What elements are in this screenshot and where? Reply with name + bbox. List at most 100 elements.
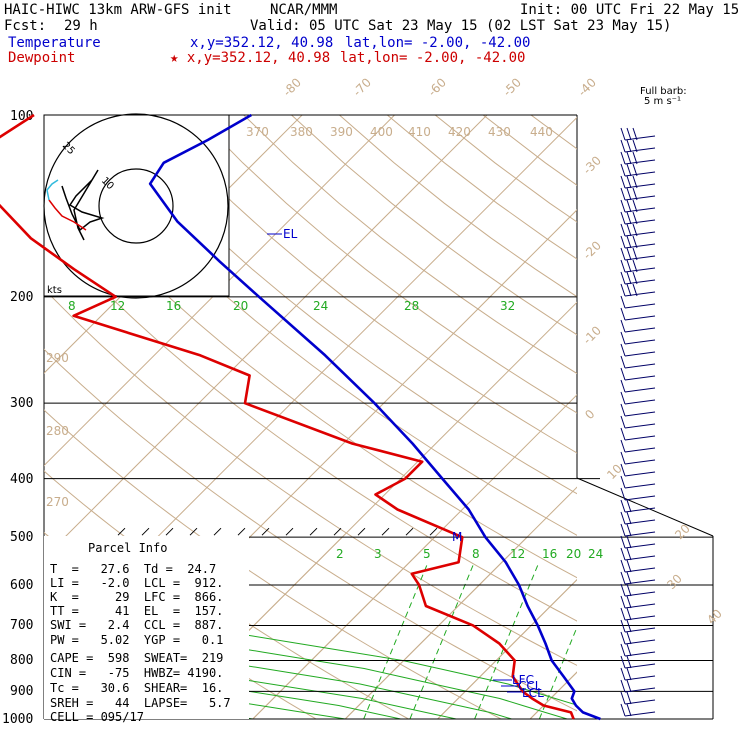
barb-flag xyxy=(620,235,626,249)
wind-barb xyxy=(620,259,656,273)
w-mid-12: 12 xyxy=(510,547,525,561)
barb-flag xyxy=(620,127,626,141)
wind-barb xyxy=(620,511,656,525)
barb-flag xyxy=(626,283,632,297)
isotherm-line xyxy=(252,394,577,719)
theta-370: 370 xyxy=(246,125,269,139)
barb-flag xyxy=(620,163,626,177)
ccl-marker: CCL xyxy=(518,679,542,693)
barb-flag xyxy=(620,499,626,513)
barb-flag xyxy=(626,559,632,573)
dry-adiabat-line xyxy=(44,165,577,579)
temperature-location: x,y=352.12, 40.98 xyxy=(190,35,333,51)
barb-flag xyxy=(620,463,626,477)
barb-flag xyxy=(620,583,626,597)
w-mid-2: 2 xyxy=(336,547,344,561)
parcel-info-box: Parcel Info T = 27.6 Td = 24.7 LI = -2.0… xyxy=(44,536,249,724)
barb-shaft xyxy=(624,291,656,297)
sounding-series xyxy=(0,113,601,721)
wind-barb xyxy=(620,379,656,393)
barb-flag xyxy=(626,139,632,153)
barb-flag xyxy=(620,475,626,489)
wind-barb xyxy=(620,223,656,237)
parcel-row: PW = 5.02 YGP = 0.1 xyxy=(50,633,223,647)
wind-barb xyxy=(620,187,656,201)
barb-shaft xyxy=(624,711,656,717)
p-label-300: 300 xyxy=(10,396,33,411)
barb-shaft xyxy=(624,459,656,465)
isotherm-line-lower xyxy=(344,536,528,719)
barb-shaft xyxy=(624,639,656,645)
barb-shaft xyxy=(624,399,656,405)
dry-adiabat-line xyxy=(51,115,577,536)
iso-label-m50: -50 xyxy=(500,75,524,99)
barb-shaft xyxy=(624,699,656,705)
dewpoint-location: ★ x,y=352.12, 40.98 xyxy=(170,50,330,66)
barb-shaft xyxy=(624,231,656,237)
barb-shaft xyxy=(624,243,656,249)
barb-flag xyxy=(626,619,632,633)
barb-shaft xyxy=(624,423,656,429)
barb-flag xyxy=(620,547,626,561)
w-mid-8: 8 xyxy=(472,547,480,561)
barb-flag xyxy=(632,211,638,225)
barb-flag xyxy=(620,487,626,501)
lfc-marker: LFC xyxy=(512,673,534,687)
barb-shaft xyxy=(624,531,656,537)
mixing-ratio-lower-group xyxy=(363,561,577,719)
valid-time: Valid: 05 UTC Sat 23 May 15 (02 LST Sat … xyxy=(250,18,671,34)
barb-flag xyxy=(620,367,626,381)
wind-barb xyxy=(620,619,656,633)
frz-tick xyxy=(213,527,222,536)
barb-flag xyxy=(620,595,626,609)
barb-shaft xyxy=(624,219,656,225)
barb-flag xyxy=(620,643,626,657)
wind-barb xyxy=(620,271,656,285)
dry-adiabat-line xyxy=(482,115,577,186)
wind-barb xyxy=(620,487,656,501)
iso-label-40: 40 xyxy=(704,606,725,627)
p-label-900: 900 xyxy=(10,684,33,699)
theta-290: 290 xyxy=(46,351,69,365)
barb-shaft xyxy=(624,579,656,585)
dewpoint-line xyxy=(0,113,575,720)
wind-barb xyxy=(620,427,656,441)
barb-flag xyxy=(626,667,632,681)
barb-flag xyxy=(626,583,632,597)
barb-flag xyxy=(620,355,626,369)
hodo-units: kts xyxy=(47,285,62,296)
wind-barb xyxy=(620,499,656,513)
theta-270: 270 xyxy=(46,495,69,509)
barb-shaft xyxy=(624,351,656,357)
wind-barb xyxy=(620,463,656,477)
el-marker: EL xyxy=(283,227,298,241)
barb-shaft xyxy=(624,519,656,525)
barb-flag xyxy=(620,631,626,645)
barb-flag xyxy=(620,607,626,621)
barb-flag xyxy=(626,703,632,717)
frz-tick xyxy=(405,527,414,536)
barb-shaft xyxy=(624,591,656,597)
barb-shaft xyxy=(624,339,656,345)
wind-barb xyxy=(620,595,656,609)
theta-420: 420 xyxy=(448,125,471,139)
fcst-label: Fcst: xyxy=(4,18,46,34)
barb-flag xyxy=(620,619,626,633)
wind-barb xyxy=(620,631,656,645)
barb-flag xyxy=(620,559,626,573)
barb-flag xyxy=(632,223,638,237)
barb-flag xyxy=(620,283,626,297)
frz-tick xyxy=(261,527,270,536)
wind-barb xyxy=(620,391,656,405)
iso-label-m20: -20 xyxy=(580,238,604,262)
wind-barb xyxy=(620,367,656,381)
dry-adiabat-line xyxy=(44,287,577,666)
wind-barb xyxy=(620,703,656,717)
parcel-row: SWI = 2.4 CCL = 887. xyxy=(50,618,223,632)
barb-flag xyxy=(632,283,638,297)
barb-shaft xyxy=(624,195,656,201)
dry-adiabat-line xyxy=(243,115,577,375)
dry-adiabat-line xyxy=(291,115,577,336)
theta-280: 280 xyxy=(46,424,69,438)
